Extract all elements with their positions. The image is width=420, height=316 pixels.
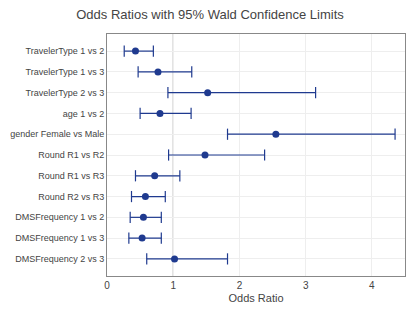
svg-text:DMSFrequency 1 vs 3: DMSFrequency 1 vs 3 (15, 233, 104, 243)
svg-text:Odds Ratios with 95% Wald Conf: Odds Ratios with 95% Wald Confidence Lim… (76, 7, 344, 22)
svg-text:Odds Ratio: Odds Ratio (228, 292, 283, 304)
svg-text:1: 1 (170, 280, 176, 291)
svg-text:TravelerType 1 vs 2: TravelerType 1 vs 2 (25, 46, 104, 56)
svg-text:4: 4 (369, 280, 375, 291)
svg-text:Round R1 vs R3: Round R1 vs R3 (38, 171, 104, 181)
svg-text:DMSFrequency 2 vs 3: DMSFrequency 2 vs 3 (15, 254, 104, 264)
svg-text:TravelerType 2 vs 3: TravelerType 2 vs 3 (25, 88, 104, 98)
svg-text:age 1 vs 2: age 1 vs 2 (63, 109, 105, 119)
svg-text:DMSFrequency 1 vs 2: DMSFrequency 1 vs 2 (15, 212, 104, 222)
svg-text:TravelerType 1 vs 3: TravelerType 1 vs 3 (25, 67, 104, 77)
svg-text:2: 2 (237, 280, 243, 291)
svg-text:gender Female vs Male: gender Female vs Male (10, 129, 104, 139)
svg-text:0: 0 (104, 280, 110, 291)
svg-text:Round R2 vs R3: Round R2 vs R3 (38, 192, 104, 202)
svg-text:Round R1 vs R2: Round R1 vs R2 (38, 150, 104, 160)
svg-text:3: 3 (303, 280, 309, 291)
